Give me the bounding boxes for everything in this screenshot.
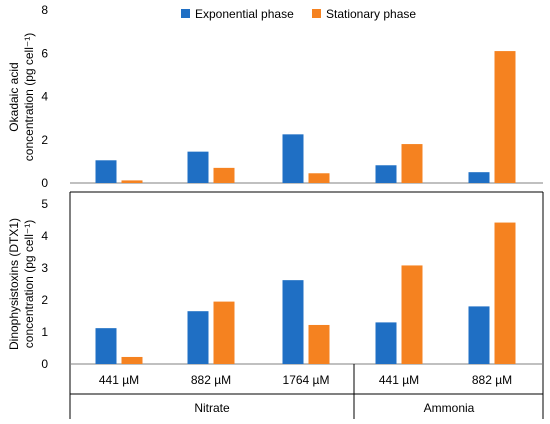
top-ytick-label: 8 xyxy=(41,3,48,17)
top-ytick-label: 0 xyxy=(41,176,48,190)
x-categories: 441 µM 882 µM 1764 µM 441 µM 882 µM xyxy=(99,373,512,387)
bottom-ylabel-line2: concentration (pg cell⁻¹) xyxy=(22,220,36,348)
top-bars xyxy=(95,51,516,184)
x-category-label: 882 µM xyxy=(472,373,512,387)
bottom-bar-stationary-3 xyxy=(401,265,423,364)
bottom-bar-exponential-4 xyxy=(468,306,490,364)
y-ticks: 0 2 4 6 8 0 1 2 3 4 5 xyxy=(41,3,48,371)
top-bar-exponential-4 xyxy=(468,172,490,183)
top-ytick-label: 2 xyxy=(41,133,48,147)
top-bar-stationary-1 xyxy=(213,167,235,183)
bottom-ytick-label: 1 xyxy=(41,325,48,339)
bottom-ylabel-line1: Dinophysistoxins (DTX1) xyxy=(7,218,21,350)
x-category-label: 441 µM xyxy=(379,373,419,387)
bottom-bar-stationary-1 xyxy=(213,301,235,364)
legend-swatch-exponential xyxy=(181,9,190,18)
top-bar-exponential-0 xyxy=(95,160,117,183)
bottom-bar-exponential-3 xyxy=(375,322,397,364)
top-bar-exponential-2 xyxy=(282,134,304,183)
bottom-bars xyxy=(95,222,516,364)
x-category-label: 441 µM xyxy=(99,373,139,387)
x-category-label: 882 µM xyxy=(191,373,231,387)
legend-label-stationary: Stationary phase xyxy=(326,7,416,21)
legend: Exponential phase Stationary phase xyxy=(181,7,416,21)
x-group-label: Nitrate xyxy=(194,401,230,415)
top-bar-stationary-2 xyxy=(308,173,330,183)
bottom-bar-exponential-1 xyxy=(187,311,209,364)
bottom-bar-stationary-4 xyxy=(494,222,516,364)
x-groups: Nitrate Ammonia xyxy=(194,401,474,415)
top-ytick-label: 6 xyxy=(41,46,48,60)
top-bar-stationary-4 xyxy=(494,51,516,184)
top-bar-exponential-3 xyxy=(375,165,397,183)
legend-label-exponential: Exponential phase xyxy=(195,7,294,21)
x-category-label: 1764 µM xyxy=(283,373,330,387)
bottom-bar-stationary-0 xyxy=(121,356,143,364)
bottom-bar-stationary-2 xyxy=(308,324,330,364)
bottom-ytick-label: 4 xyxy=(41,229,48,243)
top-bar-stationary-3 xyxy=(401,144,423,183)
bottom-ytick-label: 5 xyxy=(41,197,48,211)
top-bar-exponential-1 xyxy=(187,151,209,183)
legend-swatch-stationary xyxy=(312,9,321,18)
top-bar-stationary-0 xyxy=(121,180,143,183)
x-group-label: Ammonia xyxy=(424,401,475,415)
bottom-ytick-label: 0 xyxy=(41,357,48,371)
bottom-ytick-label: 2 xyxy=(41,293,48,307)
bottom-bar-exponential-0 xyxy=(95,328,117,364)
bottom-ytick-label: 3 xyxy=(41,261,48,275)
top-ylabel-line1: Okadaic acid xyxy=(7,62,21,131)
top-ytick-label: 4 xyxy=(41,90,48,104)
bottom-bar-exponential-2 xyxy=(282,280,304,364)
top-ylabel-line2: concentration (pg cell⁻¹) xyxy=(22,33,36,161)
